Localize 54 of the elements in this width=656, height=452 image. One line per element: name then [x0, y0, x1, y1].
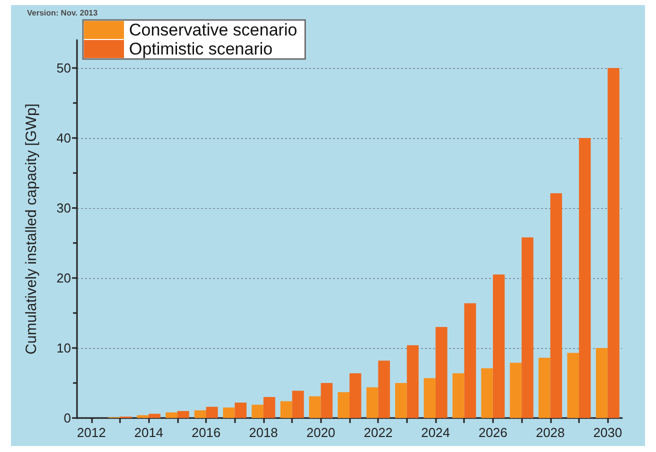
bar [378, 360, 390, 418]
bar [223, 408, 235, 418]
y-tick-label: 10 [56, 340, 71, 356]
bar [206, 406, 218, 418]
x-tick-label: 2014 [134, 425, 164, 440]
x-tick-label: 2016 [192, 425, 221, 440]
bar [234, 402, 247, 418]
bar [550, 193, 562, 418]
y-tick-label: 30 [56, 200, 71, 216]
y-tick-label: 40 [56, 130, 71, 146]
bar [148, 414, 160, 418]
bar [366, 387, 378, 418]
bar [292, 390, 304, 418]
bar [481, 368, 493, 418]
x-tick-label: 2030 [593, 425, 622, 440]
bar [166, 412, 178, 418]
text: Version: Nov. 2013 [27, 8, 98, 18]
bar [567, 352, 579, 418]
x-tick-label: 2026 [478, 425, 508, 440]
y-tick-label: 50 [56, 60, 71, 76]
y-tick-label: 20 [56, 270, 71, 286]
x-tick-label: 2020 [306, 425, 336, 440]
y-tick-label: 0 [64, 410, 71, 426]
legend-label: Conservative scenario [129, 20, 298, 40]
bar [436, 327, 448, 418]
bar [464, 303, 476, 418]
bar [136, 415, 149, 418]
bar [452, 373, 464, 418]
bar [350, 373, 362, 418]
x-tick-label: 2018 [248, 425, 278, 440]
x-tick-label: 2024 [421, 425, 450, 440]
bar [406, 345, 419, 418]
bar [522, 237, 534, 418]
legend-label: Optimistic scenario [129, 40, 273, 58]
x-tick-label: 2012 [76, 425, 106, 440]
bar [578, 138, 591, 418]
bar [608, 68, 620, 418]
bar [263, 397, 276, 418]
bar [492, 274, 505, 418]
bar [194, 410, 206, 418]
x-tick-label: 2028 [536, 425, 565, 440]
bar [538, 358, 550, 418]
y-axis-title: Cumulatively installed capacity [GWp] [23, 104, 40, 354]
bar [338, 392, 350, 418]
x-tick-label: 2022 [364, 425, 393, 440]
bar [596, 348, 608, 418]
bar [280, 401, 292, 418]
bar [424, 378, 436, 418]
bar [395, 383, 407, 418]
bar [320, 383, 333, 418]
bar [309, 396, 321, 418]
bar [177, 411, 190, 418]
bar [510, 362, 522, 418]
bar [252, 404, 264, 418]
